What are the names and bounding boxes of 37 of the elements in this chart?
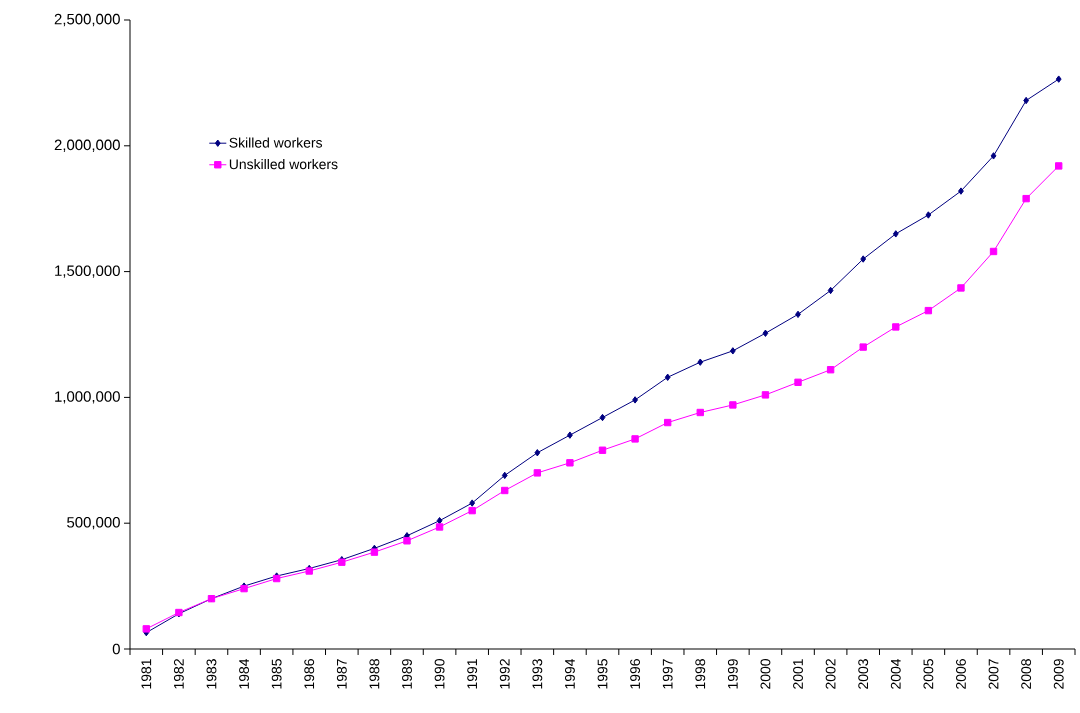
x-tick-label: 1994 <box>564 658 575 689</box>
x-tick-label: 1983 <box>206 659 217 689</box>
y-tick-label: 1,000,000 <box>55 391 120 404</box>
y-tick-label: 500,000 <box>67 517 120 530</box>
y-tick-label: 2,500,000 <box>54 13 120 27</box>
y-tick-label: 1,500,000 <box>55 265 120 278</box>
x-tick-label: 2005 <box>923 659 934 689</box>
x-tick-label: 2001 <box>793 659 803 689</box>
x-tick-label: 2006 <box>956 659 966 689</box>
x-tick-label: 2004 <box>890 658 901 689</box>
x-tick-label: 1987 <box>336 659 347 689</box>
x-tick-label: 1995 <box>597 659 608 689</box>
x-tick-label: 1993 <box>532 659 543 689</box>
x-tick-label: 2008 <box>1021 659 1032 689</box>
x-tick-label: 1997 <box>662 659 673 689</box>
x-tick-label: 2000 <box>760 659 771 689</box>
y-tick-label: 0 <box>112 643 120 655</box>
x-tick-label: 1990 <box>434 659 445 689</box>
x-tick-label: 1992 <box>499 659 510 689</box>
legend-label: Unskilled workers <box>229 158 338 170</box>
x-tick-label: 1989 <box>402 659 412 689</box>
x-tick-label: 2007 <box>988 659 999 689</box>
x-tick-label: 1982 <box>173 659 184 689</box>
x-tick-label: 2002 <box>825 659 836 689</box>
x-tick-label: 1985 <box>271 659 282 689</box>
x-tick-label: 1986 <box>304 659 315 689</box>
x-tick-label: 2009 <box>1053 659 1064 689</box>
x-tick-label: 1999 <box>727 659 738 689</box>
x-tick-label: 1981 <box>141 659 152 689</box>
y-tick-label: 2,000,000 <box>54 139 120 152</box>
x-tick-label: 2003 <box>858 659 869 689</box>
x-tick-label: 1991 <box>467 659 478 689</box>
x-tick-label: 1996 <box>630 659 641 689</box>
x-tick-label: 1998 <box>695 659 706 689</box>
x-tick-label: 1984 <box>239 658 249 689</box>
legend-label: Skilled workers <box>229 137 323 148</box>
x-tick-label: 1988 <box>369 659 380 689</box>
